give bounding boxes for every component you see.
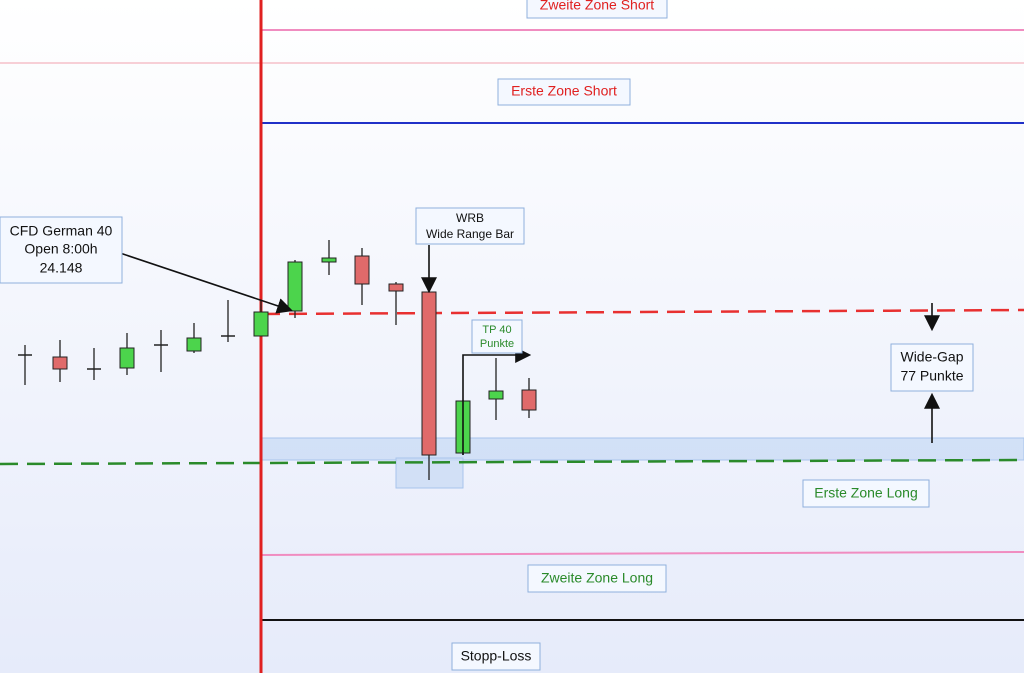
label-box xyxy=(0,216,123,284)
shape xyxy=(253,311,269,337)
shape xyxy=(421,291,437,456)
open-line xyxy=(261,308,1024,316)
info-label: Wide Range Bar xyxy=(426,227,514,241)
zone-label: Zweite Zone Long xyxy=(541,570,653,586)
shape-line xyxy=(119,252,294,314)
shape xyxy=(388,283,404,292)
zone-label: Stopp-Loss xyxy=(461,648,532,664)
arrows xyxy=(119,245,940,455)
shape xyxy=(521,389,537,411)
gap-zone xyxy=(261,437,1024,461)
shape-line xyxy=(462,347,532,455)
info-label: WRB xyxy=(456,211,484,225)
label-box xyxy=(802,479,930,508)
shape xyxy=(119,347,135,369)
info-label: Open 8:00h xyxy=(24,241,97,257)
label-box xyxy=(471,319,523,354)
shape xyxy=(186,337,202,352)
label-box xyxy=(415,207,525,245)
shape xyxy=(52,356,68,370)
shape xyxy=(321,257,337,263)
shape xyxy=(488,390,504,400)
zone-line xyxy=(261,551,1024,556)
label-box xyxy=(890,343,974,392)
zone-label: Erste Zone Short xyxy=(511,83,617,99)
label-box xyxy=(527,564,667,593)
info-label: TP 40 xyxy=(482,324,511,336)
info-label: 77 Punkte xyxy=(900,368,963,384)
shape xyxy=(287,261,303,312)
info-label: Punkte xyxy=(480,338,514,350)
label-box xyxy=(526,0,668,19)
label-box xyxy=(451,642,541,671)
info-label: Wide-Gap xyxy=(900,349,963,365)
long-line xyxy=(0,458,1024,466)
label-box xyxy=(497,78,631,106)
zone-label: Zweite Zone Short xyxy=(540,0,654,13)
shape xyxy=(354,255,370,285)
info-label: 24.148 xyxy=(40,260,83,276)
zone-label: Erste Zone Long xyxy=(814,485,918,501)
info-label: CFD German 40 xyxy=(10,223,113,239)
